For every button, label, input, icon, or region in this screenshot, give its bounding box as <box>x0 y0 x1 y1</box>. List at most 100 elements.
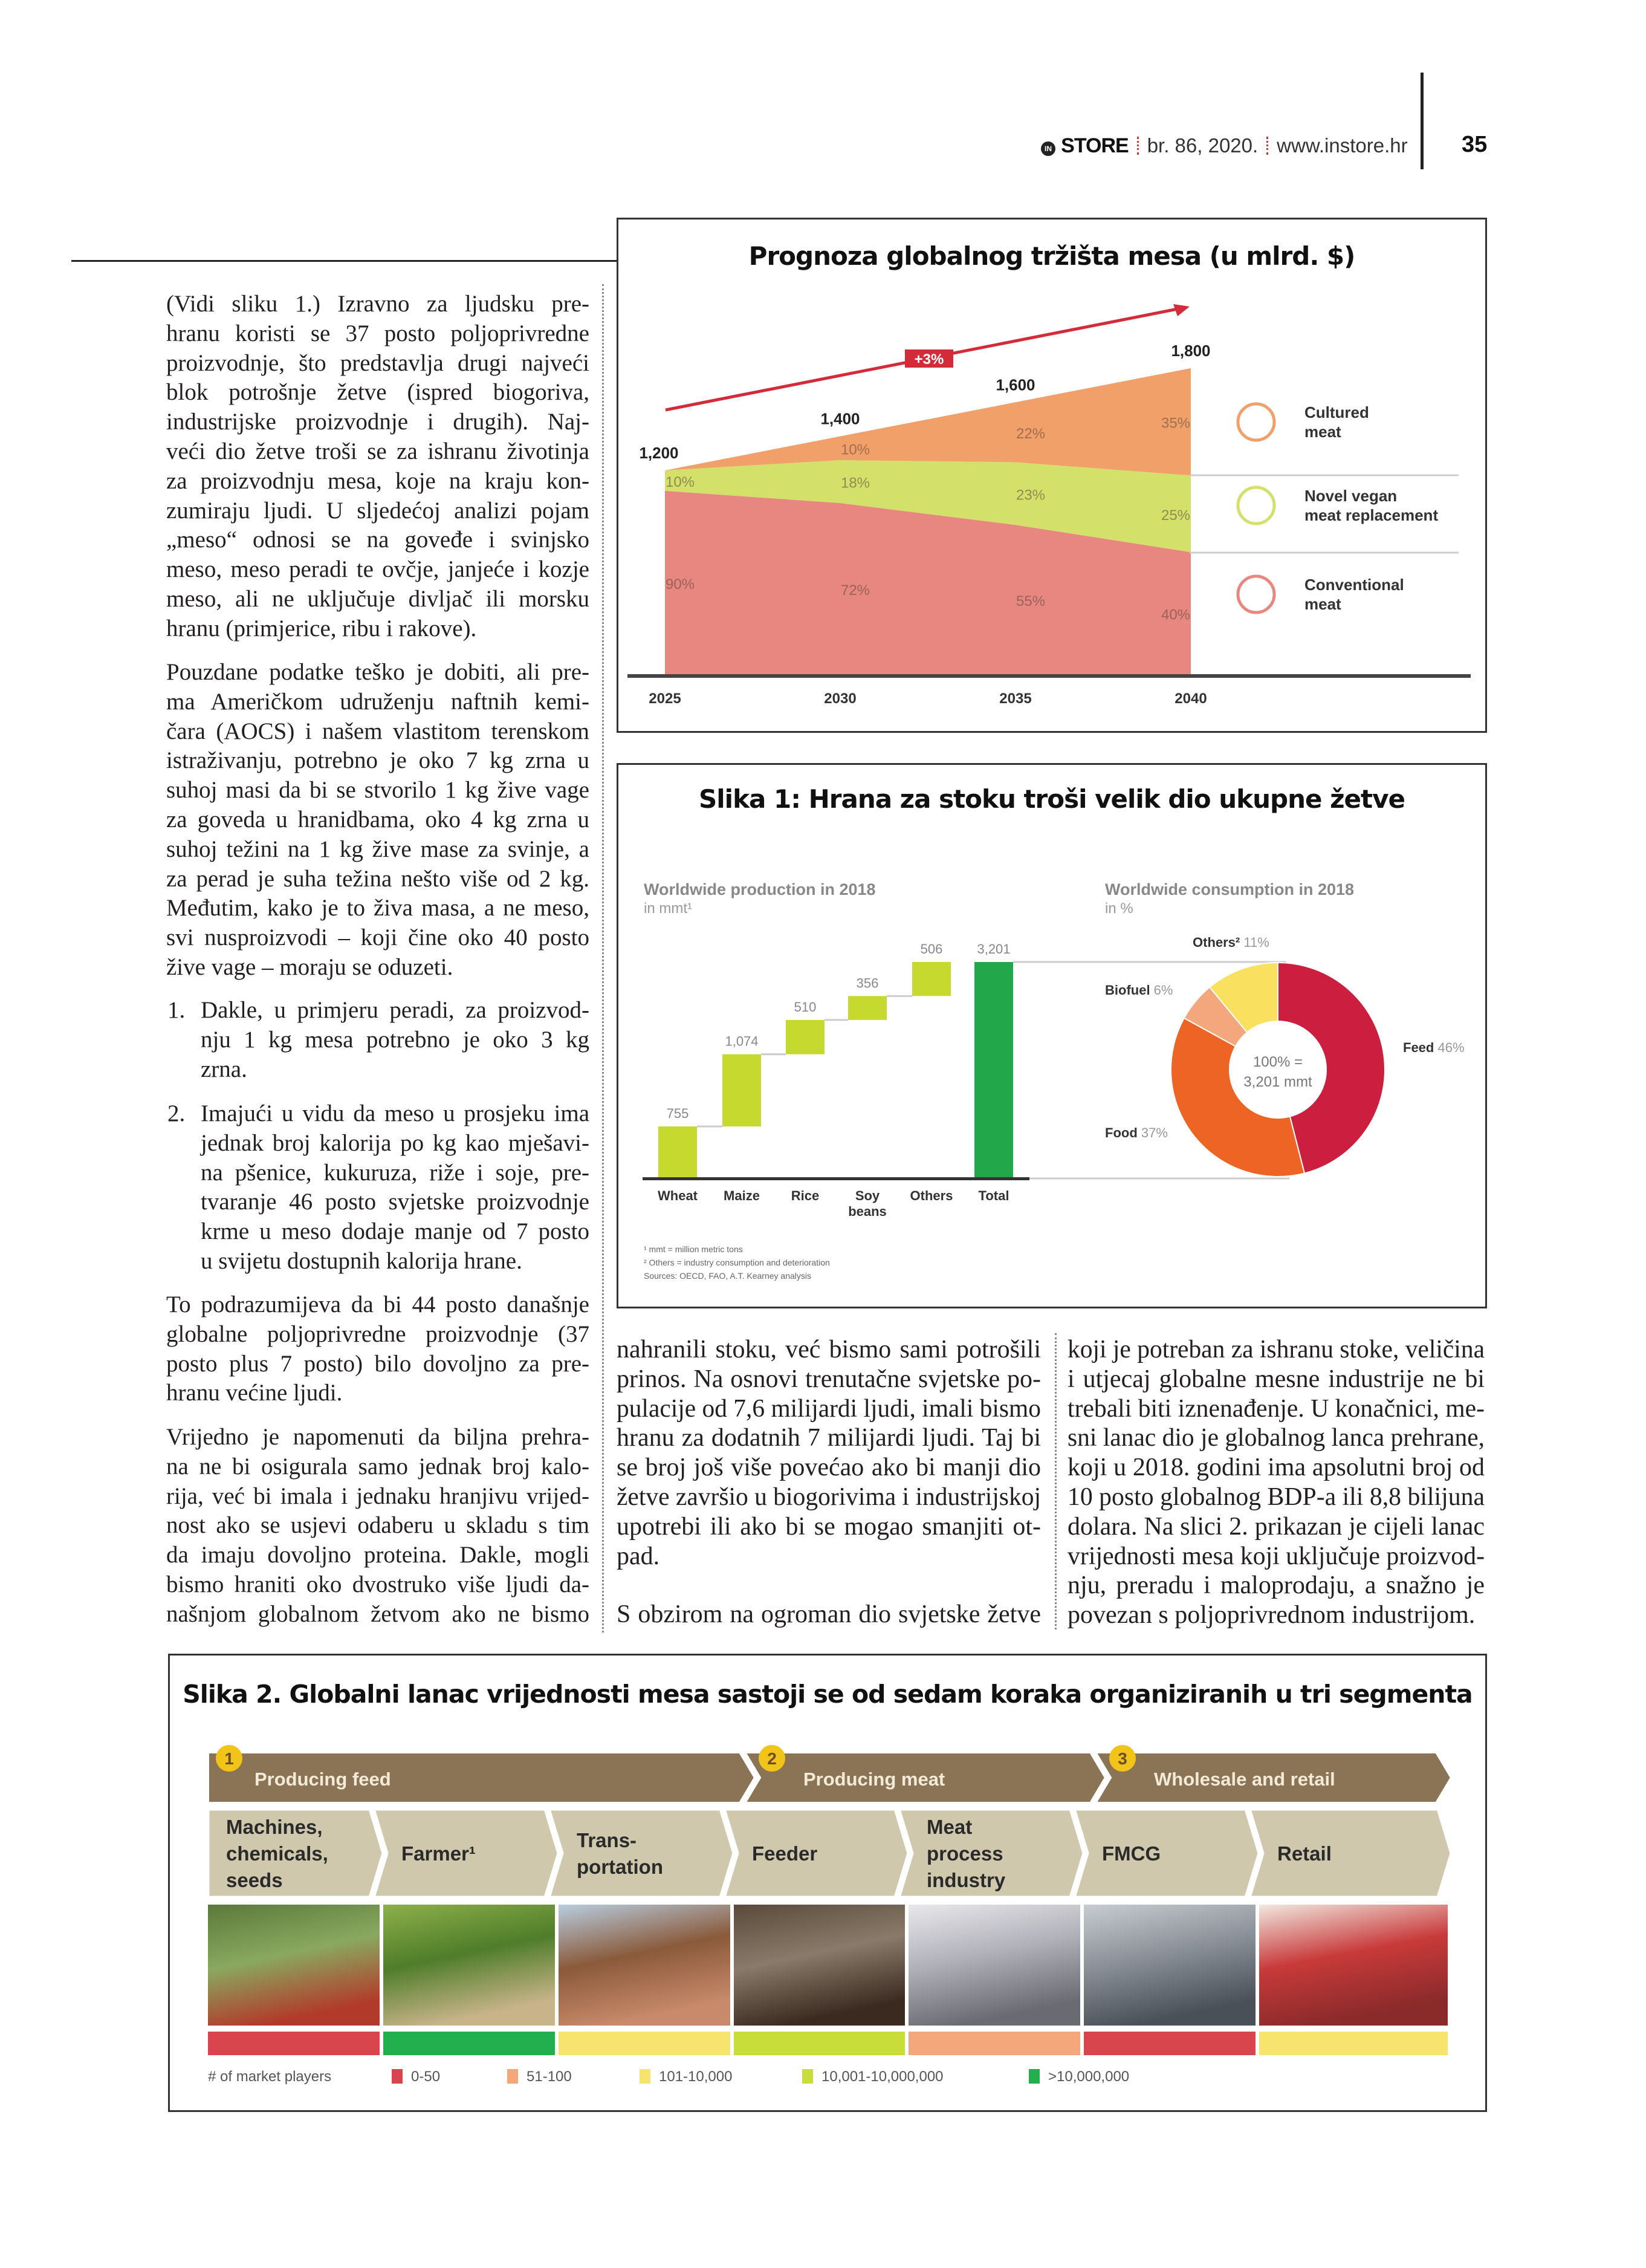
value-chain-step <box>371 1807 560 1899</box>
step-label: Farmer¹ <box>401 1842 476 1865</box>
website-link[interactable]: www.instore.hr <box>1277 134 1408 157</box>
donut-center-label: 100% = <box>1253 1054 1303 1070</box>
text-line-content: suhoj težini na 1 kg žive mase za svinje… <box>166 836 589 862</box>
text-line-content: na pšenice, kukuruza, riže i soje, pre- <box>201 1159 589 1186</box>
text-line-content: upotrebi ili ako bi se mogao smanjiti ot… <box>617 1512 1041 1541</box>
issue-number: br. 86, 2020. <box>1147 134 1259 157</box>
text-line: se broj još više povećao ako bi manji di… <box>617 1453 1041 1483</box>
text-line-content: Međutim, kako je to živa masa, a ne meso… <box>166 895 589 921</box>
text-line: Dakle, u primjeru peradi, za proizvod- <box>201 996 589 1025</box>
text-line-content: nahranili stoku, već bismo sami potrošil… <box>617 1336 1041 1363</box>
text-line-content: zrna. <box>201 1056 247 1082</box>
text-line-content: hranu za dodatnih 7 milijardi ljudi. Taj… <box>617 1424 1041 1452</box>
text-line-content: žetve završio u biogorivima i industrijs… <box>617 1483 1041 1511</box>
x-tick-label: Rice <box>791 1188 819 1203</box>
text-line-content: 10 posto globalnog BDP-a ili 8,8 bilijun… <box>1068 1483 1485 1511</box>
market-players-bar <box>909 2032 1080 2055</box>
text-line: zumiraju ljudi. U sljedećoj analizi poja… <box>166 496 589 526</box>
text-line: zrna. <box>201 1055 589 1085</box>
text-line: na ne bi osigurala samo jednak broj kalo… <box>166 1452 589 1482</box>
text-line: industrijske proizvodnje i drugih). Naj- <box>166 408 589 437</box>
legend-label: meat replacement <box>1304 506 1438 524</box>
text-line-content: svi nusproizvodi – koji čine oko 40 post… <box>166 924 589 951</box>
step-photo <box>734 1905 905 2026</box>
text-line-content: nju, preradu i maloprodaju, a snažno je <box>1068 1571 1485 1600</box>
legend-label: meat <box>1304 595 1341 613</box>
text-line: meso, ali ne uključuje divljač ili morsk… <box>166 585 589 614</box>
text-line: meso, meso peradi te ovčje, janjeće i ko… <box>166 555 589 585</box>
value-chain-step <box>546 1807 736 1899</box>
brand-name: STORE <box>1061 134 1129 157</box>
text-line-content: Imajući u vidu da meso u prosjeku ima <box>201 1100 589 1126</box>
bar <box>974 962 1013 1177</box>
market-players-bar <box>1259 2032 1448 2055</box>
text-line: na pšenice, kukuruza, riže i soje, pre- <box>201 1158 589 1188</box>
x-axis <box>643 1177 1029 1180</box>
text-line: povezan s poljoprivrednom industrijom. <box>1068 1600 1485 1630</box>
text-line: za goveda u hranidbama, oko 4 kg zrna u <box>166 805 589 835</box>
data-label: 72% <box>841 582 870 599</box>
data-label: 22% <box>1016 426 1045 442</box>
text-line: hranu za dodatnih 7 milijardi ljudi. Taj… <box>617 1423 1041 1453</box>
text-line-content: vrijednosti mesa koji uključuje proizvod… <box>1068 1542 1485 1570</box>
text-line: nost ako se usjevi odaberu u skladu s ti… <box>166 1511 589 1541</box>
bar <box>848 996 887 1020</box>
text-line-content: u svijetu dostupnih kalorija hrane. <box>201 1247 522 1274</box>
text-line: rija, već bi imala i jednaku hranjivu vr… <box>166 1482 589 1512</box>
column-divider <box>1055 1333 1057 1630</box>
text-line: Vrijedno je napomenuti da biljna prehra- <box>166 1423 589 1452</box>
text-line: prinos. Na osnovi trenutačne svjetske po… <box>617 1365 1041 1394</box>
segment-label: Wholesale and retail <box>1154 1769 1335 1790</box>
legend-swatch <box>802 2069 813 2084</box>
running-header: IN STORE br. 86, 2020. www.instore.hr <box>1041 134 1408 158</box>
bar-value-label: 506 <box>921 941 943 957</box>
text-line-content: ma Američkom udruženju naftnih kemi- <box>166 688 589 715</box>
market-players-bar <box>208 2032 380 2055</box>
x-tick-label: 2040 <box>1175 690 1207 707</box>
text-line-content: Vrijedno je napomenuti da biljna prehra- <box>166 1424 589 1450</box>
total-label: 1,400 <box>820 410 860 428</box>
slice-label: Biofuel 6% <box>1105 983 1173 998</box>
footnote: ¹ mmt = million metric tons <box>644 1244 743 1254</box>
chicken-leg-icon <box>1236 574 1276 614</box>
text-line: žetve završio u biogorivima i industrijs… <box>617 1483 1041 1512</box>
step-number-badge <box>759 1745 785 1772</box>
text-line: sni lanac dio je globalnog lanca prehran… <box>1068 1423 1485 1453</box>
slice-label: Feed 46% <box>1403 1040 1465 1055</box>
data-label: 18% <box>841 475 870 492</box>
step-label: chemicals, <box>226 1842 328 1865</box>
segment-label: Producing feed <box>254 1769 391 1790</box>
text-line-content: pad. <box>617 1542 660 1570</box>
data-label: 25% <box>1161 507 1190 524</box>
text-line-content: krme u meso dodaje manje od 7 posto <box>201 1218 589 1245</box>
text-line-content: i utjecaj globalne mesne industrije ne b… <box>1068 1365 1485 1393</box>
step-photo <box>1259 1905 1448 2026</box>
text-line: suhoj masi da bi se stvorilo 1 kg žive v… <box>166 776 589 805</box>
text-line: ma Američkom udruženju naftnih kemi- <box>166 687 589 717</box>
step-photo <box>208 1905 380 2026</box>
text-line: hranu koristi se 37 posto poljoprivredne <box>166 319 589 349</box>
text-line-content: Dakle, u primjeru peradi, za proizvod- <box>201 997 589 1023</box>
step-photo <box>1084 1905 1256 2026</box>
chart-subtitle: Worldwide consumption in 2018 <box>1105 880 1354 898</box>
text-line-content: koji je potreban za ishranu stoke, velič… <box>1068 1336 1485 1363</box>
segment-band <box>1093 1751 1453 1804</box>
text-line: bismo hraniti oko dvostruko više ljudi d… <box>166 1570 589 1600</box>
text-line: pulacije od 7,6 milijardi ljudi, imali b… <box>617 1394 1041 1424</box>
text-line-content: povezan s poljoprivrednom industrijom. <box>1068 1601 1476 1630</box>
paragraph: koji je potreban za ishranu stoke, velič… <box>1068 1335 1485 1630</box>
value-chain-step <box>206 1807 385 1899</box>
text-line-content: čara (AOCS) i našem vlastitom terenskom <box>166 718 589 744</box>
legend-label: Cultured <box>1304 403 1369 421</box>
legend-swatch <box>1029 2069 1040 2084</box>
value-chain-step <box>1247 1807 1453 1899</box>
legend-label: 10,001-10,000,000 <box>821 2068 944 2085</box>
area-series <box>665 490 1191 675</box>
unit-label: in % <box>1105 900 1133 917</box>
text-line: vrijednosti mesa koji uključuje proizvod… <box>1068 1542 1485 1571</box>
top-rule <box>71 260 617 262</box>
x-tick-label: Wheat <box>658 1188 698 1203</box>
step-photo <box>909 1905 1080 2026</box>
text-line: nahranili stoku, već bismo sami potrošil… <box>617 1335 1041 1365</box>
donut-center-label: 3,201 mmt <box>1243 1074 1312 1090</box>
